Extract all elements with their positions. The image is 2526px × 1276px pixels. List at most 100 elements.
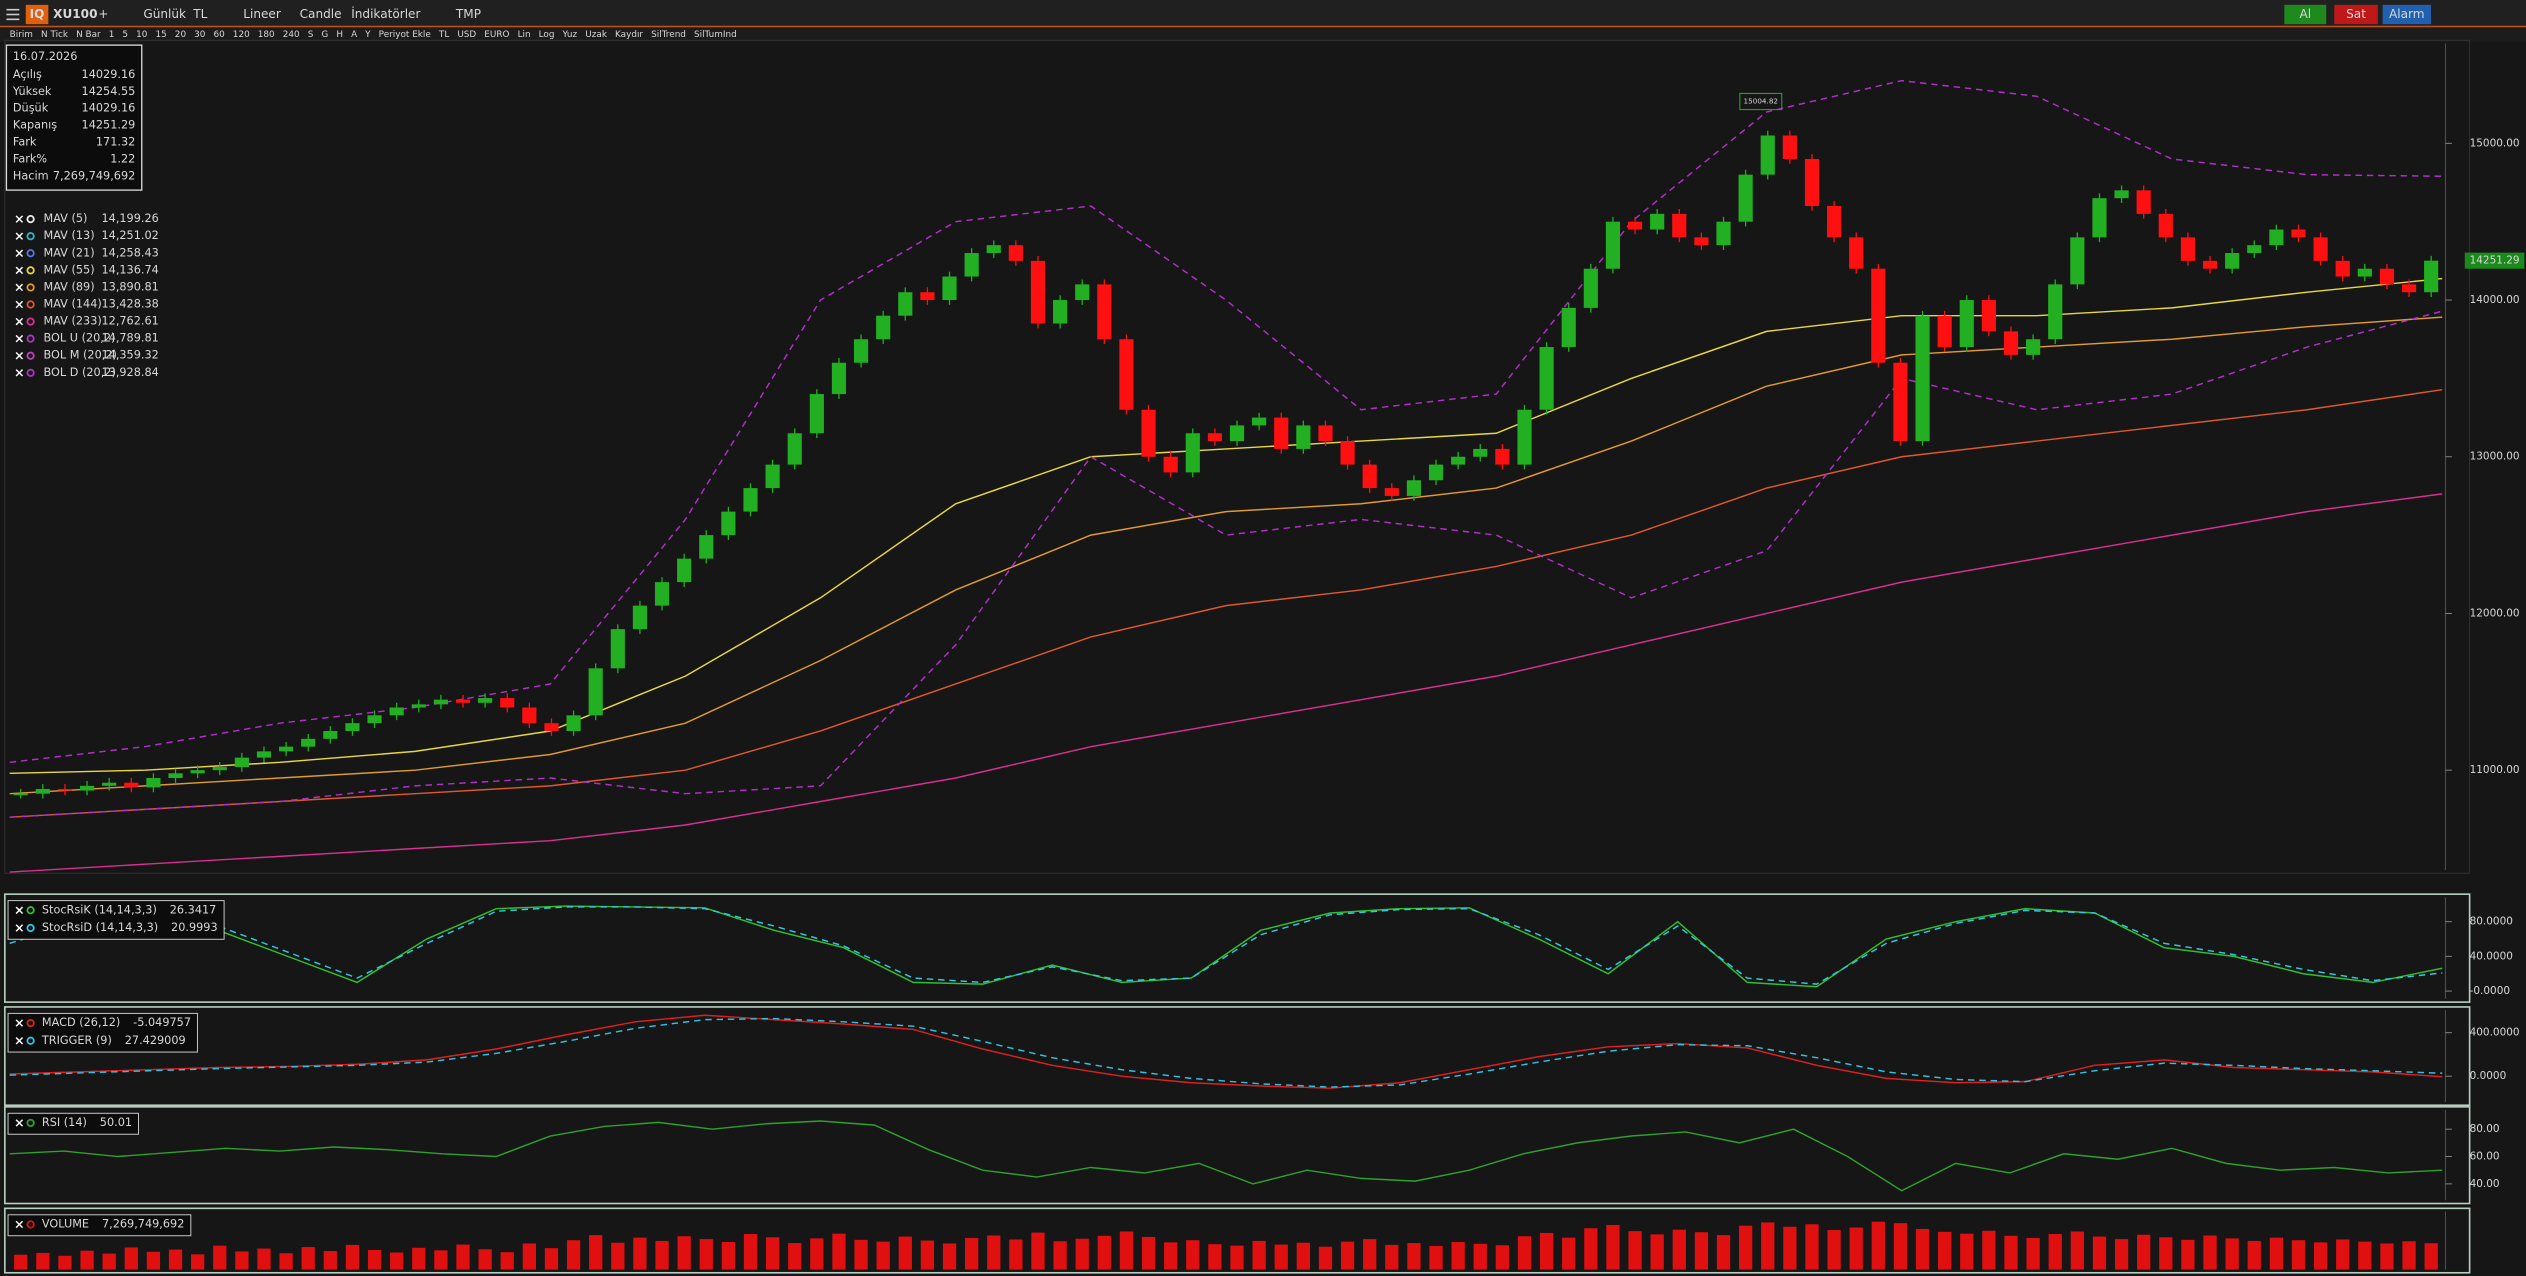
- settings-icon[interactable]: [26, 232, 35, 241]
- remove-icon[interactable]: [15, 1119, 24, 1127]
- settings-icon[interactable]: [26, 249, 35, 258]
- candle: [1893, 362, 1908, 442]
- info-label: Hacim: [13, 169, 49, 182]
- toolbar-2-item[interactable]: A: [351, 30, 357, 40]
- toolbar-2-item[interactable]: Lin: [518, 30, 531, 40]
- remove-icon[interactable]: [15, 1019, 24, 1027]
- toolbar-add[interactable]: +: [98, 7, 108, 21]
- settings-icon[interactable]: [26, 1220, 35, 1229]
- remove-icon[interactable]: [15, 283, 24, 292]
- y-tick-label: -0.0000: [2470, 985, 2510, 997]
- settings-icon[interactable]: [26, 334, 35, 343]
- settings-icon[interactable]: [26, 283, 35, 292]
- candle: [478, 698, 493, 703]
- toolbar-2-item[interactable]: 180: [258, 30, 275, 40]
- toolbar-2-item[interactable]: Yuz: [562, 30, 578, 40]
- volume-bar: [456, 1244, 470, 1270]
- volume-bar: [1451, 1242, 1465, 1270]
- toolbar-indicators[interactable]: İndikatörler: [351, 6, 420, 21]
- toolbar-2-item[interactable]: USD: [457, 30, 476, 40]
- remove-icon[interactable]: [15, 906, 24, 915]
- remove-icon[interactable]: [15, 1037, 24, 1045]
- toolbar-2-item[interactable]: 1: [109, 30, 115, 40]
- settings-icon[interactable]: [26, 1118, 35, 1128]
- y-tick-label: 14000.00: [2470, 294, 2520, 306]
- toolbar-currency[interactable]: TL: [192, 7, 207, 21]
- candle: [1428, 464, 1444, 481]
- candle: [942, 276, 957, 301]
- toolbar-2-item[interactable]: 120: [233, 30, 250, 40]
- remove-icon[interactable]: [15, 249, 24, 258]
- toolbar-2-item[interactable]: TL: [438, 30, 449, 40]
- volume-bar: [2203, 1235, 2217, 1270]
- remove-icon[interactable]: [15, 232, 24, 240]
- toolbar-2-item[interactable]: SilTrend: [651, 30, 686, 40]
- toolbar-buy[interactable]: Al: [2299, 7, 2311, 21]
- toolbar-2-item[interactable]: Uzak: [585, 30, 608, 40]
- volume-bar: [2092, 1236, 2107, 1270]
- remove-icon[interactable]: [15, 334, 24, 343]
- remove-icon[interactable]: [15, 300, 24, 309]
- settings-icon[interactable]: [26, 1018, 35, 1028]
- settings-icon[interactable]: [26, 906, 35, 915]
- settings-icon[interactable]: [26, 351, 35, 360]
- settings-icon[interactable]: [26, 1036, 35, 1045]
- legend-name: BOL M (20,2): [43, 349, 116, 362]
- toolbar-scale[interactable]: Lineer: [243, 7, 281, 21]
- candle: [2291, 229, 2306, 238]
- settings-icon[interactable]: [26, 266, 35, 275]
- toolbar-2-item[interactable]: N Bar: [76, 30, 101, 40]
- settings-icon[interactable]: [26, 317, 35, 326]
- toolbar-alarm[interactable]: Alarm: [2389, 7, 2425, 21]
- settings-icon[interactable]: [26, 215, 35, 224]
- remove-icon[interactable]: [15, 266, 24, 275]
- toolbar-2-item[interactable]: H: [336, 30, 343, 40]
- toolbar-2-item[interactable]: Periyot Ekle: [379, 30, 431, 40]
- toolbar-sell[interactable]: Sat: [2346, 7, 2366, 21]
- toolbar-2-item[interactable]: 240: [283, 30, 300, 40]
- toolbar-period[interactable]: Günlük: [143, 7, 186, 21]
- toolbar-2-item[interactable]: 30: [194, 30, 206, 40]
- toolbar-2-item[interactable]: G: [321, 30, 328, 40]
- toolbar-2-item[interactable]: 5: [122, 30, 128, 40]
- candle: [1185, 433, 1200, 473]
- toolbar-2-item[interactable]: Log: [539, 30, 555, 40]
- remove-icon[interactable]: [15, 317, 24, 326]
- toolbar-2-item[interactable]: 15: [155, 30, 166, 40]
- settings-icon[interactable]: [26, 923, 35, 933]
- toolbar-logo[interactable]: IQ: [30, 7, 45, 21]
- toolbar-template[interactable]: TMP: [455, 7, 481, 21]
- toolbar-2-item[interactable]: Y: [364, 30, 371, 40]
- remove-icon[interactable]: [15, 369, 24, 377]
- legend-value: 14,359.32: [101, 349, 158, 362]
- volume-bar: [1672, 1229, 1686, 1270]
- toolbar-2-item[interactable]: SilTumInd: [694, 30, 737, 40]
- sell-button[interactable]: [2334, 4, 2378, 25]
- toolbar-2-item[interactable]: N Tick: [41, 30, 69, 40]
- legend-value: 26.3417: [170, 903, 217, 916]
- remove-icon[interactable]: [15, 1220, 24, 1229]
- remove-icon[interactable]: [15, 351, 24, 360]
- toolbar-2-item[interactable]: Birim: [10, 30, 33, 40]
- volume-bar: [2336, 1239, 2350, 1270]
- alarm-button[interactable]: [2382, 4, 2431, 25]
- toolbar-2-item[interactable]: 20: [175, 30, 187, 40]
- toolbar-style[interactable]: Candle: [300, 7, 342, 21]
- info-value: 14254.55: [82, 85, 136, 98]
- toolbar-2-item[interactable]: Kaydır: [615, 30, 643, 40]
- candle: [1871, 268, 1886, 363]
- toolbar-2-item[interactable]: EURO: [484, 30, 509, 40]
- legend-value: 14,251.02: [101, 229, 158, 242]
- toolbar-2-item[interactable]: 10: [136, 30, 148, 40]
- remove-icon[interactable]: [15, 215, 24, 223]
- buy-button[interactable]: [2284, 4, 2327, 25]
- remove-icon[interactable]: [15, 924, 24, 932]
- menu-icon[interactable]: [6, 8, 20, 21]
- settings-icon[interactable]: [26, 368, 35, 377]
- last-price-tag: [2464, 252, 2525, 269]
- toolbar-2-item[interactable]: S: [308, 30, 314, 40]
- settings-icon[interactable]: [26, 300, 35, 309]
- toolbar-symbol[interactable]: XU100: [53, 7, 97, 21]
- toolbar-2-item[interactable]: 60: [213, 30, 225, 40]
- indicator-line: [9, 905, 2443, 988]
